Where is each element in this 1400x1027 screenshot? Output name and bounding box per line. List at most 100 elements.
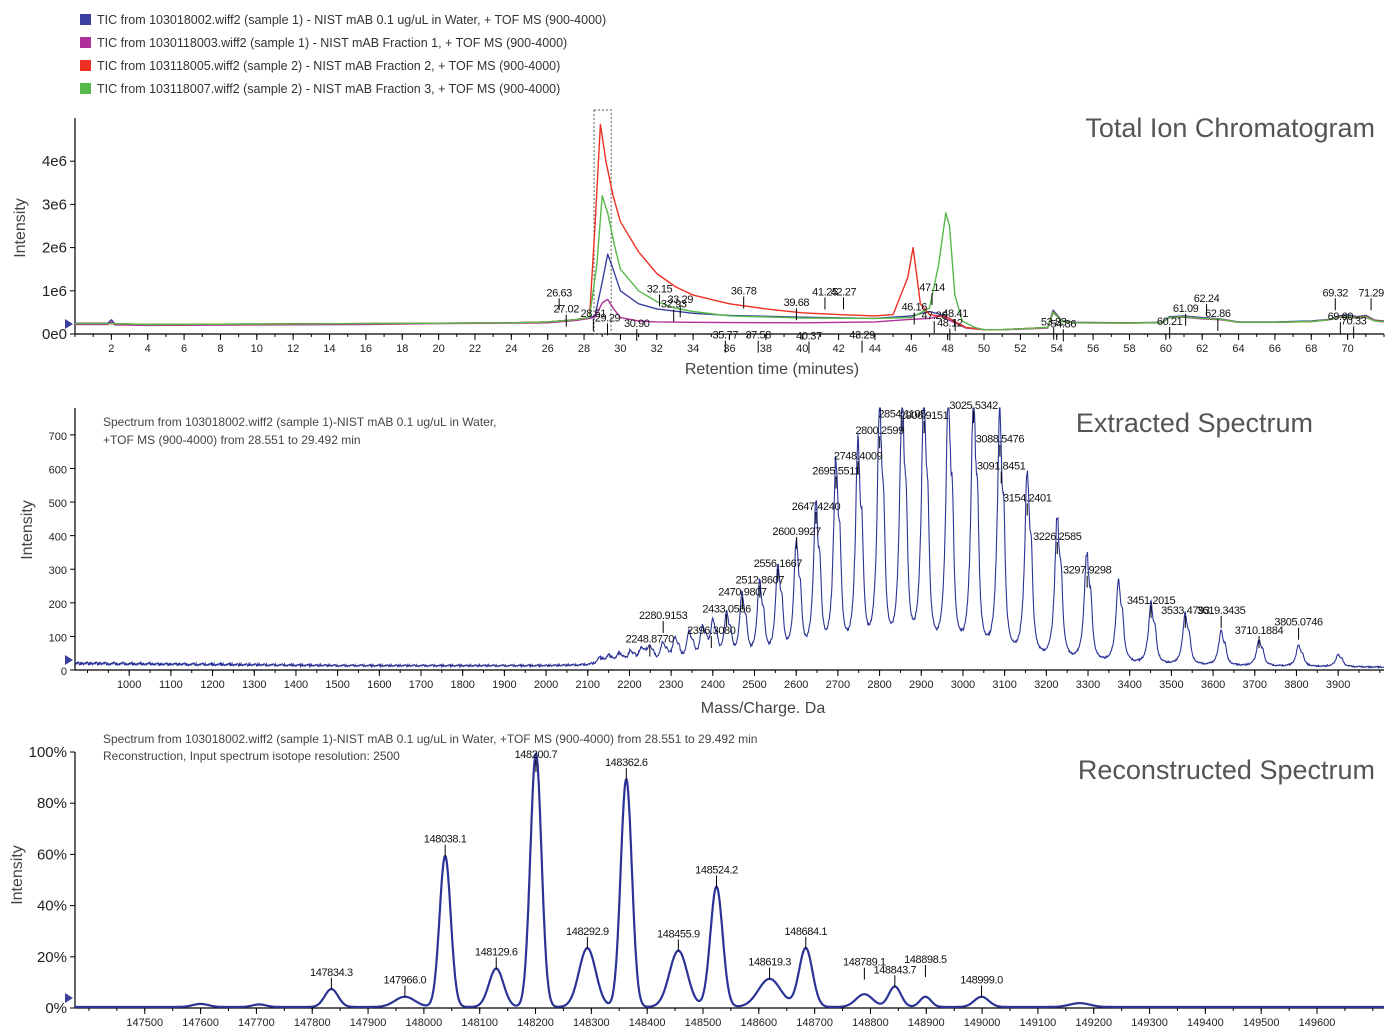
- series-line-103118005: [75, 125, 1384, 330]
- peak-label: 2433.0566: [702, 603, 751, 615]
- x-tick-label: 3500: [1159, 679, 1183, 691]
- x-tick-label: 147700: [238, 1017, 275, 1027]
- peak-label: 147834.3: [310, 967, 353, 979]
- peak-label: 30.90: [624, 318, 650, 330]
- chart-title: Total Ion Chromatogram: [1085, 113, 1375, 143]
- x-tick-label: 148600: [740, 1017, 777, 1027]
- peak-label: 36.78: [731, 286, 757, 298]
- peak-label: 2556.1667: [754, 558, 803, 570]
- peak-label: 71.29: [1358, 287, 1384, 299]
- y-axis-label: Intensity: [9, 845, 26, 905]
- y-tick-label: 20%: [37, 949, 67, 966]
- peak-label: 70.33: [1341, 315, 1367, 327]
- x-tick-label: 3100: [992, 679, 1016, 691]
- x-tick-label: 60: [1160, 343, 1172, 355]
- x-tick-label: 2900: [909, 679, 933, 691]
- y-tick-label: 500: [49, 498, 67, 510]
- peak-label: 26.63: [546, 287, 572, 299]
- x-tick-label: 2400: [701, 679, 725, 691]
- x-tick-label: 48: [942, 343, 954, 355]
- x-tick-label: 26: [542, 343, 554, 355]
- peak-label: 37.58: [745, 330, 771, 342]
- x-tick-label: 147500: [126, 1017, 163, 1027]
- x-tick-label: 148300: [573, 1017, 610, 1027]
- x-tick-label: 148100: [461, 1017, 498, 1027]
- peak-label: 2906.9151: [900, 410, 949, 422]
- peak-label: 2748.4009: [834, 450, 883, 462]
- reconstructed-line: [75, 754, 1384, 1007]
- x-tick-label: 148700: [796, 1017, 833, 1027]
- x-tick-label: 40: [796, 343, 808, 355]
- chart-title: Reconstructed Spectrum: [1078, 755, 1375, 785]
- peak-label: 2647.4240: [792, 501, 841, 513]
- peak-label: 42.27: [831, 286, 857, 298]
- x-tick-label: 148800: [852, 1017, 889, 1027]
- y-tick-label: 0: [61, 666, 67, 678]
- x-tick-label: 3300: [1076, 679, 1100, 691]
- peak-label: 2695.5511: [812, 466, 860, 478]
- y-tick-label: 0%: [45, 1000, 67, 1017]
- spectrum-note-line: Spectrum from 103018002.wiff2 (sample 1)…: [103, 732, 757, 746]
- x-tick-label: 1600: [367, 679, 391, 691]
- peak-label: 60.21: [1157, 316, 1183, 328]
- y-tick-label: 4e6: [42, 153, 67, 170]
- peak-label: 147966.0: [384, 975, 427, 987]
- series-line-103018002: [75, 254, 1384, 330]
- x-tick-label: 3000: [951, 679, 975, 691]
- x-tick-label: 3200: [1034, 679, 1058, 691]
- peak-label: 2600.9927: [772, 526, 821, 538]
- peak-label: 3091.8451: [977, 461, 1026, 473]
- tic-chart: Total Ion Chromatogram Intensity Retenti…: [12, 110, 1384, 378]
- peak-label: 39.68: [784, 297, 810, 309]
- x-tick-label: 2200: [617, 679, 641, 691]
- peak-label: 3226.2585: [1033, 531, 1082, 543]
- x-tick-label: 149400: [1187, 1017, 1224, 1027]
- spectrum-note-line: +TOF MS (900-4000) from 28.551 to 29.492…: [103, 433, 361, 447]
- x-tick-label: 1900: [492, 679, 516, 691]
- y-tick-label: 0e0: [42, 326, 67, 343]
- peak-label: 2800.2599: [855, 425, 904, 437]
- x-tick-label: 14: [323, 343, 335, 355]
- x-tick-label: 16: [360, 343, 372, 355]
- x-tick-label: 2100: [576, 679, 600, 691]
- x-tick-label: 66: [1269, 343, 1281, 355]
- y-tick-label: 100%: [29, 744, 67, 761]
- axes: 147500 147600 147700 147800 147900 148000 1481…: [29, 744, 1384, 1027]
- x-axis-label: Mass/Charge. Da: [701, 700, 826, 717]
- x-tick-label: 6: [181, 343, 187, 355]
- x-tick-label: 64: [1232, 343, 1244, 355]
- x-tick-label: 54: [1051, 343, 1063, 355]
- y-tick-label: 80%: [37, 795, 67, 812]
- x-tick-label: 10: [251, 343, 263, 355]
- peak-annotations: 27.0226.6328.5129.29 30.9032.1532.9333.29…: [546, 282, 1384, 353]
- x-tick-label: 1700: [409, 679, 433, 691]
- x-tick-label: 62: [1196, 343, 1208, 355]
- x-tick-label: 12: [287, 343, 299, 355]
- peak-label: 148455.9: [657, 928, 700, 940]
- x-tick-label: 3400: [1117, 679, 1141, 691]
- x-tick-label: 2500: [742, 679, 766, 691]
- peak-label: 48.41: [942, 308, 968, 320]
- x-tick-label: 70: [1342, 343, 1354, 355]
- x-tick-label: 148000: [406, 1017, 443, 1027]
- y-tick-label: 60%: [37, 846, 67, 863]
- peak-label: 54.36: [1051, 318, 1077, 330]
- x-tick-label: 148200: [517, 1017, 554, 1027]
- peak-label: 62.86: [1205, 308, 1231, 320]
- x-tick-label: 22: [469, 343, 481, 355]
- x-tick-label: 44: [869, 343, 881, 355]
- x-tick-label: 1300: [242, 679, 266, 691]
- y-tick-label: 600: [49, 464, 67, 476]
- origin-marker-icon: [65, 655, 73, 665]
- y-tick-label: 400: [49, 532, 67, 544]
- extracted-spectrum-chart: Extracted Spectrum Spectrum from 1030180…: [19, 400, 1384, 717]
- peak-label: 148292.9: [566, 926, 609, 938]
- y-tick-label: 300: [49, 565, 67, 577]
- x-tick-label: 68: [1305, 343, 1317, 355]
- x-tick-label: 2: [108, 343, 114, 355]
- peak-label: 148200.7: [515, 749, 558, 761]
- series-lines: [75, 110, 1384, 334]
- x-tick-label: 28: [578, 343, 590, 355]
- peak-label: 148684.1: [784, 926, 827, 938]
- y-tick-label: 100: [49, 632, 67, 644]
